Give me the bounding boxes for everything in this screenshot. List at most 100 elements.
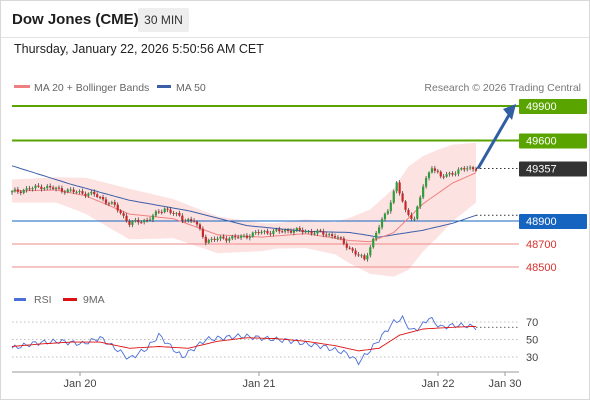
rsi-tick-30: 30 [526, 352, 538, 364]
ma50-legend-swatch [157, 85, 171, 88]
time-label-Jan-21: Jan 21 [242, 378, 275, 390]
candle-body [463, 168, 466, 170]
candle-body [442, 176, 445, 178]
candle-body [471, 167, 475, 170]
candle-body [207, 239, 210, 243]
candle-body [410, 214, 413, 219]
candle-body [251, 232, 254, 237]
candle-body [119, 210, 122, 214]
chart-header: Dow Jones (CME) 30 MIN [1, 1, 589, 38]
candle-body [192, 220, 196, 222]
candle-body [354, 250, 357, 255]
candle-body [110, 202, 113, 204]
candle-body [316, 230, 319, 234]
candle-body [454, 173, 457, 175]
level-label-48500: 48500 [526, 262, 557, 274]
candle-body [245, 235, 249, 238]
candle-body [392, 191, 395, 203]
time-label-Jan-20: Jan 20 [63, 378, 96, 390]
candle-body [131, 221, 134, 225]
candle-body [278, 229, 281, 232]
candle-body [301, 229, 304, 233]
candle-body [281, 231, 284, 233]
candle-body [474, 169, 478, 171]
candle-body [419, 197, 422, 207]
candle-body [336, 237, 340, 239]
candle-body [372, 238, 375, 248]
candle-body [34, 185, 37, 189]
candle-body [195, 221, 199, 225]
candle-body [460, 168, 463, 170]
candle-body [175, 212, 178, 214]
candle-body [184, 220, 187, 222]
candle-body [360, 255, 363, 257]
candle-body [427, 172, 431, 178]
candle-body [213, 238, 216, 241]
level-label-49600: 49600 [526, 136, 557, 148]
candle-body [319, 230, 322, 232]
candle-body [122, 213, 125, 216]
candle-body [151, 215, 155, 220]
candle-body [43, 188, 46, 190]
candle-body [295, 228, 298, 231]
timeframe-button[interactable]: 30 MIN [138, 8, 189, 32]
level-tag-49357 [519, 161, 587, 177]
candle-body [339, 237, 343, 239]
candle-body [448, 172, 451, 175]
candle-body [395, 182, 398, 192]
candle-body [187, 219, 190, 221]
candle-body [87, 193, 90, 196]
candle-body [125, 215, 128, 222]
candle-body [248, 236, 251, 238]
time-label-Jan-22: Jan 22 [421, 378, 454, 390]
rsi-legend-swatch [14, 298, 26, 301]
candle-body [219, 236, 222, 239]
ma50-legend-label: MA 50 [176, 82, 206, 94]
time-label-Jan-30: Jan 30 [488, 378, 521, 390]
candle-body [225, 238, 228, 241]
rsi-tick-50: 50 [526, 335, 538, 347]
candle-body [107, 203, 111, 205]
candle-body [75, 191, 78, 193]
candle-body [375, 232, 378, 239]
candle-body [342, 238, 345, 244]
candle-body [16, 189, 19, 192]
ma50-line [11, 165, 477, 238]
level-label-48900: 48900 [526, 216, 557, 228]
candle-body [137, 219, 140, 223]
candle-body [398, 182, 401, 194]
candle-body [181, 215, 184, 221]
candle-body [310, 231, 313, 234]
candle-body [148, 219, 152, 221]
rsi-ma-line [11, 325, 477, 352]
candle-body [254, 232, 257, 234]
candle-body [325, 234, 328, 236]
candle-body [369, 247, 372, 256]
candle-body [198, 224, 202, 229]
rsi-ma-legend-label: 9MA [83, 294, 105, 306]
candle-body [234, 236, 237, 238]
candle-body [46, 186, 49, 189]
candle-body [422, 186, 425, 198]
candle-body [451, 172, 454, 175]
candle-body [49, 186, 52, 188]
candle-body [366, 255, 369, 260]
candle-body [113, 202, 116, 205]
candle-body [54, 187, 58, 189]
level-label-49357: 49357 [526, 163, 557, 175]
candle-body [322, 231, 325, 235]
candle-body [172, 212, 175, 214]
candle-body [145, 219, 149, 221]
rsi-legend-label: RSI [34, 294, 52, 306]
candle-body [25, 188, 28, 191]
candle-body [96, 194, 99, 197]
forecast-arrow-head [503, 104, 516, 120]
candle-body [52, 187, 55, 189]
candle-body [63, 191, 66, 193]
candle-body [154, 211, 157, 216]
candle-body [134, 219, 137, 222]
candle-body [242, 235, 246, 237]
candle-body [272, 230, 275, 235]
